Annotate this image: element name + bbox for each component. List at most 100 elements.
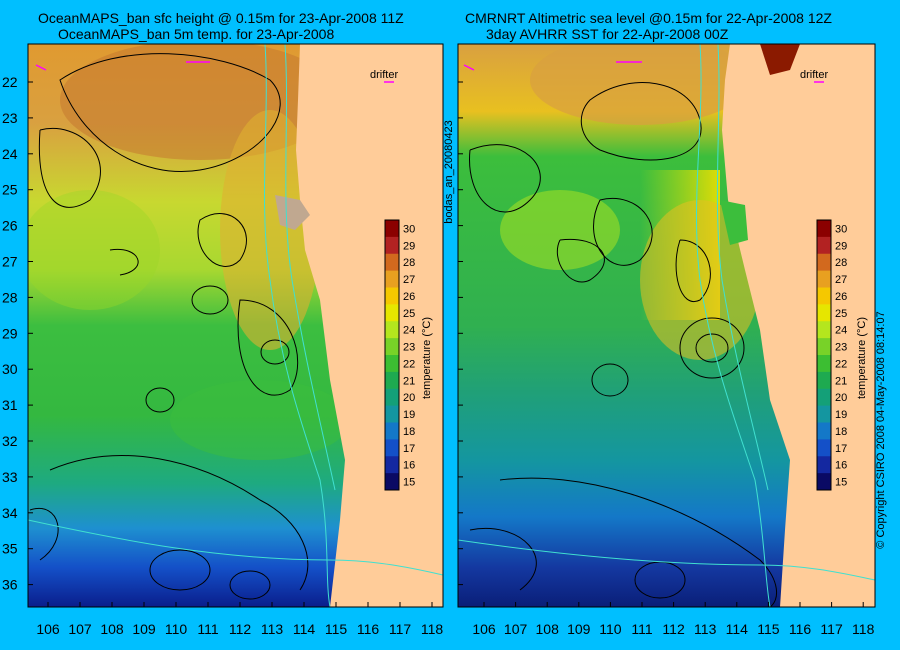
colorbar-swatch — [817, 338, 831, 356]
copyright-label: © Copyright CSIRO 2008 04-May-2008 08:14… — [875, 311, 887, 548]
lat-tick-label: 23 — [2, 110, 18, 126]
colorbar-swatch — [385, 473, 399, 491]
left-land — [296, 44, 443, 607]
colorbar-tick-label: 29 — [403, 240, 415, 252]
colorbar-swatch — [817, 405, 831, 423]
left-title-line1: OceanMAPS_ban sfc height @ 0.15m for 23-… — [38, 10, 404, 26]
left-colorbar: 30 29 28 27 26 25 24 23 22 21 20 19 18 17 16 15 — [384, 219, 415, 491]
colorbar-swatch — [385, 270, 399, 288]
lat-tick-label: 27 — [2, 254, 18, 270]
colorbar-tick-label: 27 — [835, 274, 847, 286]
colorbar-swatch — [817, 287, 831, 305]
colorbar-swatch — [385, 388, 399, 407]
right-longitude-axis: 106 107 108 109 110 111 112 113 114 115 116 117 118 — [472, 602, 875, 637]
lat-tick-label: 26 — [2, 218, 18, 234]
colorbar-tick-label: 16 — [835, 460, 847, 472]
colorbar-tick-label: 24 — [835, 325, 847, 337]
lat-tick-label: 31 — [2, 397, 18, 413]
colorbar-swatch — [817, 473, 831, 491]
lon-tick-label: 117 — [820, 621, 843, 637]
colorbar-frame — [384, 219, 400, 491]
colorbar-swatch — [385, 220, 399, 238]
lon-tick-label: 106 — [472, 621, 496, 637]
lon-tick-label: 108 — [100, 621, 124, 637]
colorbar-tick-label: 28 — [403, 257, 415, 269]
left-title-line2: OceanMAPS_ban 5m temp. for 23-Apr-2008 — [58, 26, 335, 42]
colorbar-swatch — [385, 355, 399, 373]
right-title-line1: CMRNRT Altimetric sea level @0.15m for 2… — [465, 10, 832, 26]
colorbar-tick-label: 28 — [835, 257, 847, 269]
colorbar-tick-label: 29 — [835, 240, 847, 252]
left-isobaths — [28, 44, 443, 607]
colorbar-tick-label: 23 — [403, 342, 415, 354]
colorbar-tick-label: 25 — [835, 308, 847, 320]
colorbar-tick-label: 20 — [403, 392, 415, 404]
lon-tick-label: 114 — [293, 621, 316, 637]
colorbar-swatch — [817, 321, 831, 339]
lon-tick-label: 110 — [165, 621, 188, 637]
lat-tick-label: 35 — [2, 541, 18, 557]
colorbar-swatch — [817, 220, 831, 238]
lon-tick-label: 111 — [631, 621, 652, 637]
lon-tick-label: 116 — [357, 621, 380, 637]
colorbar-tick-label: 30 — [835, 223, 847, 235]
colorbar-tick-label: 18 — [835, 426, 847, 438]
colorbar-swatch — [385, 338, 399, 356]
right-drifter-label: drifter — [800, 69, 828, 81]
right-colorbar-label: temperature (°C) — [856, 317, 868, 399]
lon-tick-label: 115 — [757, 621, 780, 637]
lon-tick-label: 109 — [567, 621, 591, 637]
colorbar-swatch — [817, 236, 831, 255]
left-frame — [27, 43, 444, 608]
colorbar-swatch — [385, 456, 399, 474]
colorbar-tick-label: 27 — [403, 274, 415, 286]
lat-tick-label: 28 — [2, 289, 18, 305]
lon-tick-label: 109 — [132, 621, 156, 637]
lon-tick-label: 107 — [504, 621, 528, 637]
right-ssh-contours — [469, 82, 778, 607]
left-drifter-label: drifter — [370, 69, 398, 81]
lon-tick-label: 115 — [325, 621, 348, 637]
colorbar-tick-label: 26 — [403, 291, 415, 303]
left-map: drifter — [28, 44, 443, 607]
colorbar-swatch — [385, 422, 399, 440]
colorbar-tick-label: 16 — [403, 460, 415, 472]
colorbar-tick-label: 23 — [835, 342, 847, 354]
right-colorbar: 30 29 28 27 26 25 24 23 22 21 20 19 18 17 16 15 — [816, 219, 847, 491]
lon-tick-label: 112 — [662, 621, 685, 637]
left-drifter-arrows — [35, 61, 394, 83]
lat-tick-label: 29 — [2, 325, 18, 341]
lat-tick-label: 22 — [2, 74, 18, 90]
lon-tick-label: 106 — [36, 621, 60, 637]
latitude-axis: 22 23 24 25 26 27 28 29 30 31 32 33 34 35 36 — [2, 74, 463, 593]
run-id-label: bodas_an_20080423 — [443, 120, 455, 223]
lat-tick-label: 30 — [2, 361, 18, 377]
colorbar-swatch — [817, 371, 831, 390]
colorbar-swatch — [385, 287, 399, 305]
colorbar-tick-label: 15 — [403, 477, 415, 489]
colorbar-tick-label: 30 — [403, 223, 415, 235]
lon-tick-label: 114 — [726, 621, 749, 637]
left-longitude-axis: 106 107 108 109 110 111 112 113 114 115 116 117 118 — [36, 602, 443, 637]
colorbar-swatch — [817, 270, 831, 288]
colorbar-tick-label: 22 — [403, 358, 415, 370]
lat-tick-label: 24 — [2, 146, 18, 162]
lat-tick-label: 25 — [2, 182, 18, 198]
colorbar-tick-label: 21 — [835, 375, 847, 387]
right-map: drifter — [458, 44, 875, 607]
colorbar-swatch — [385, 405, 399, 423]
lon-tick-label: 117 — [389, 621, 412, 637]
colorbar-swatch — [817, 253, 831, 272]
right-drifter-arrows — [463, 61, 824, 83]
left-colorbar-label: temperature (°C) — [421, 317, 433, 399]
colorbar-tick-label: 24 — [403, 325, 415, 337]
lon-tick-label: 110 — [599, 621, 622, 637]
colorbar-frame — [816, 219, 832, 491]
colorbar-tick-label: 21 — [403, 375, 415, 387]
colorbar-tick-label: 19 — [835, 409, 847, 421]
colorbar-tick-label: 18 — [403, 426, 415, 438]
lon-tick-label: 118 — [852, 621, 875, 637]
lon-tick-label: 116 — [789, 621, 812, 637]
lon-tick-label: 118 — [421, 621, 444, 637]
